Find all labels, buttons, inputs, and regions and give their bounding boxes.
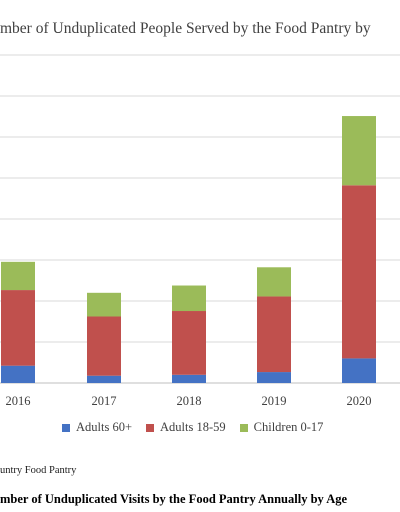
bar-2017-adults-18-59 xyxy=(87,316,121,376)
chart-title: mber of Unduplicated People Served by th… xyxy=(0,20,371,37)
x-tick-label-2018: 2018 xyxy=(177,394,202,408)
legend-swatch xyxy=(146,423,155,432)
legend-item-adults-18-59: Adults 18-59 xyxy=(146,420,226,435)
x-tick-labels: 2016 2017 2018 2019 2020 xyxy=(6,394,372,408)
legend-swatch xyxy=(239,423,248,432)
x-tick-label-2017: 2017 xyxy=(92,394,117,408)
bar-2016-adults-60- xyxy=(1,365,35,383)
legend-label: Children 0-17 xyxy=(253,420,324,434)
source-note: untry Food Pantry xyxy=(0,465,77,476)
bar-2018-adults-18-59 xyxy=(172,311,206,375)
x-tick-label-2016: 2016 xyxy=(6,394,31,408)
bar-2016-children-0-17 xyxy=(1,261,35,291)
bar-2017-adults-60- xyxy=(87,375,121,383)
bars xyxy=(1,116,376,383)
figure-caption: mber of Unduplicated Visits by the Food … xyxy=(0,492,348,506)
bar-2016-adults-18-59 xyxy=(1,290,35,366)
legend-item-children-0-17: Children 0-17 xyxy=(239,420,324,435)
bar-2019-adults-60- xyxy=(257,372,291,383)
bar-2017-children-0-17 xyxy=(87,292,121,317)
bar-2020-children-0-17 xyxy=(342,116,376,186)
x-tick-label-2019: 2019 xyxy=(262,394,287,408)
legend-item-adults-60-: Adults 60+ xyxy=(62,420,132,435)
legend-swatch xyxy=(62,423,70,432)
bar-2020-adults-18-59 xyxy=(342,185,376,359)
legend: Adults 60+ Adults 18-59 Children 0-17 xyxy=(62,420,337,435)
bar-2019-children-0-17 xyxy=(257,267,291,297)
bar-2018-children-0-17 xyxy=(172,285,206,312)
x-tick-label-2020: 2020 xyxy=(347,394,372,408)
legend-label: Adults 60+ xyxy=(76,420,133,434)
bar-2020-adults-60- xyxy=(342,358,376,383)
bar-2018-adults-60- xyxy=(172,374,206,383)
bar-2019-adults-18-59 xyxy=(257,296,291,373)
legend-label: Adults 18-59 xyxy=(160,420,226,434)
